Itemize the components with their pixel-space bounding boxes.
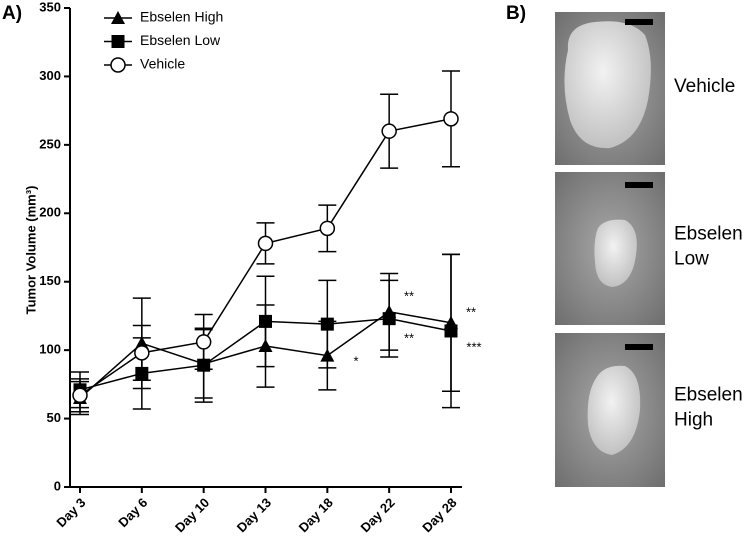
annotation: *	[353, 353, 358, 368]
marker-square	[382, 312, 396, 326]
annotation: **	[404, 288, 414, 303]
marker-square	[111, 35, 125, 48]
marker-circle	[110, 57, 126, 73]
marker-square	[197, 358, 211, 372]
marker-square	[135, 366, 149, 380]
panel-label: B)	[506, 3, 526, 24]
marker-circle	[381, 123, 397, 139]
x-tick-label: Day 28	[419, 495, 459, 535]
y-tick-label: 0	[54, 478, 61, 493]
marker-circle	[195, 334, 212, 350]
y-tick-label: 100	[39, 342, 61, 357]
y-tick-label: 350	[39, 0, 61, 14]
image-label: High	[674, 410, 713, 431]
annotation: **	[466, 304, 476, 319]
marker-square	[444, 324, 458, 338]
image-label: Ebselen	[674, 224, 743, 245]
annotation: **	[404, 330, 414, 345]
marker-square	[320, 317, 334, 331]
marker-triangle	[320, 348, 335, 362]
image-label: Low	[674, 249, 709, 270]
legend-label: Ebselen High	[140, 9, 223, 25]
photo	[555, 333, 665, 487]
photo	[555, 12, 665, 165]
x-tick-label: Day 13	[234, 495, 274, 535]
y-tick-label: 200	[39, 205, 61, 220]
marker-circle	[443, 111, 459, 127]
x-tick-label: Day 10	[172, 495, 212, 535]
panel-label: A)	[2, 3, 22, 24]
image-label: Ebselen	[674, 385, 743, 406]
photo	[555, 172, 665, 325]
marker-triangle	[258, 339, 273, 353]
x-tick-label: Day 3	[53, 495, 88, 530]
image-label: Vehicle	[674, 76, 735, 97]
x-tick-label: Day 18	[296, 495, 336, 535]
marker-circle	[319, 220, 336, 237]
y-tick-label: 50	[47, 410, 61, 425]
x-tick-label: Day 6	[115, 495, 150, 530]
y-tick-label: 250	[39, 136, 61, 151]
marker-triangle	[111, 11, 125, 24]
marker-square	[259, 314, 272, 328]
annotation: ***	[466, 339, 481, 354]
x-tick-label: Day 22	[357, 495, 397, 535]
y-tick-label: 300	[39, 68, 61, 83]
legend-label: Vehicle	[140, 56, 185, 72]
legend-label: Ebselen Low	[140, 32, 221, 48]
y-tick-label: 150	[39, 273, 61, 288]
marker-circle	[257, 235, 274, 252]
y-axis-label: Tumor Volume (mm³)	[23, 186, 38, 315]
marker-circle	[72, 387, 88, 404]
marker-circle	[134, 345, 150, 361]
